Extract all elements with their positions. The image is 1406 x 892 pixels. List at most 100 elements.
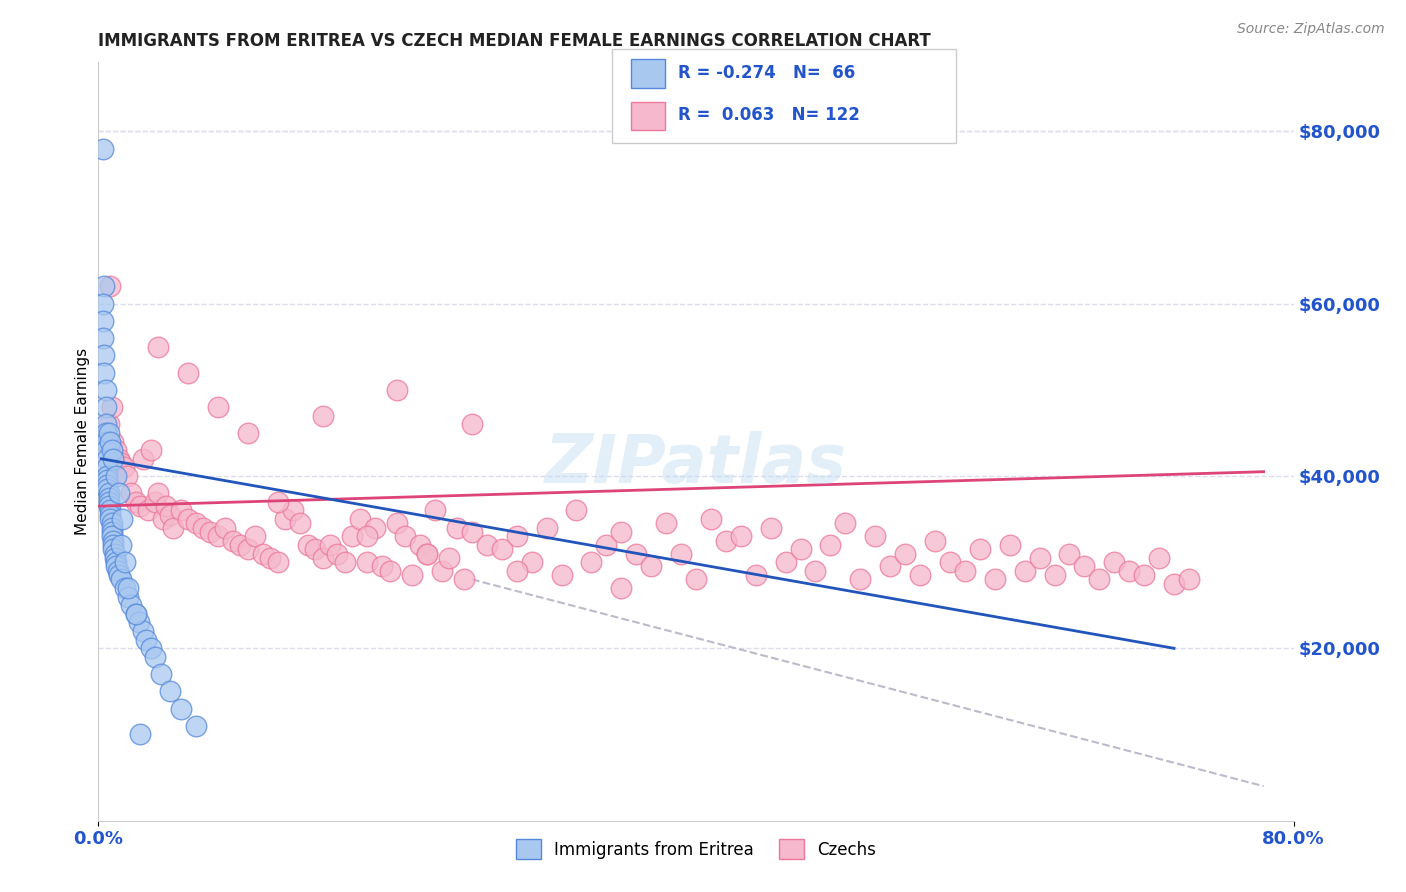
Point — [200, 524, 222, 539]
Point — [408, 538, 430, 552]
Point — [520, 555, 543, 569]
Point — [97, 499, 120, 513]
Point — [356, 555, 378, 569]
Point — [105, 559, 128, 574]
Point — [103, 434, 125, 449]
Point — [236, 542, 259, 557]
Point — [97, 495, 120, 509]
Point — [98, 512, 122, 526]
Point — [430, 564, 453, 578]
Point — [416, 547, 439, 561]
Point — [104, 550, 127, 565]
Point — [125, 495, 148, 509]
Point — [1073, 559, 1095, 574]
Text: Source: ZipAtlas.com: Source: ZipAtlas.com — [1237, 22, 1385, 37]
Point — [111, 512, 134, 526]
Point — [222, 533, 245, 548]
Point — [595, 538, 617, 552]
Point — [139, 443, 162, 458]
Point — [98, 434, 122, 449]
Point — [110, 456, 132, 470]
Point — [105, 443, 128, 458]
Point — [506, 529, 529, 543]
Point — [446, 521, 468, 535]
Point — [865, 529, 887, 543]
Point — [1028, 550, 1050, 565]
Point — [108, 568, 131, 582]
Point — [311, 550, 333, 565]
Point — [94, 425, 117, 440]
Point — [96, 477, 118, 491]
Point — [730, 529, 752, 543]
Point — [274, 512, 297, 526]
Point — [1118, 564, 1140, 578]
Point — [108, 486, 131, 500]
Point — [439, 550, 461, 565]
Point — [700, 512, 723, 526]
Point — [804, 564, 827, 578]
Point — [143, 649, 166, 664]
Point — [969, 542, 991, 557]
Point — [581, 555, 603, 569]
Point — [610, 524, 633, 539]
Point — [93, 348, 115, 362]
Point — [96, 460, 118, 475]
Point — [333, 555, 356, 569]
Point — [94, 434, 117, 449]
Point — [245, 529, 267, 543]
Point — [101, 516, 124, 531]
Point — [101, 521, 124, 535]
Point — [461, 417, 484, 432]
Point — [184, 719, 207, 733]
Point — [610, 581, 633, 595]
Point — [565, 503, 588, 517]
Point — [96, 473, 118, 487]
Text: ZIPatlas: ZIPatlas — [546, 432, 846, 497]
Point — [394, 529, 416, 543]
Point — [207, 400, 229, 414]
Point — [129, 727, 152, 741]
Point — [159, 684, 181, 698]
Point — [789, 542, 811, 557]
Point — [297, 538, 319, 552]
Point — [91, 142, 114, 156]
Point — [984, 573, 1007, 587]
Point — [236, 425, 259, 440]
Point — [91, 314, 114, 328]
Point — [120, 486, 142, 500]
Point — [311, 409, 333, 423]
Point — [128, 615, 150, 630]
Point — [101, 400, 124, 414]
Point — [104, 547, 127, 561]
Point — [105, 469, 128, 483]
Text: IMMIGRANTS FROM ERITREA VS CZECH MEDIAN FEMALE EARNINGS CORRELATION CHART: IMMIGRANTS FROM ERITREA VS CZECH MEDIAN … — [98, 32, 931, 50]
Point — [120, 599, 142, 613]
Point — [169, 503, 191, 517]
Point — [626, 547, 648, 561]
Point — [1147, 550, 1170, 565]
Point — [655, 516, 678, 531]
Point — [94, 434, 117, 449]
Point — [94, 417, 117, 432]
Point — [125, 607, 148, 621]
Point — [115, 469, 138, 483]
Point — [1133, 568, 1156, 582]
Point — [1163, 576, 1185, 591]
Point — [101, 443, 124, 458]
Point — [1043, 568, 1066, 582]
Point — [97, 491, 120, 505]
Point — [550, 568, 572, 582]
Point — [356, 529, 378, 543]
Point — [96, 482, 118, 496]
Point — [177, 512, 200, 526]
Point — [423, 503, 446, 517]
Point — [125, 607, 148, 621]
Point — [169, 701, 191, 715]
Point — [879, 559, 901, 574]
Point — [94, 443, 117, 458]
Point — [326, 547, 349, 561]
Point — [177, 366, 200, 380]
Point — [281, 503, 304, 517]
Point — [1088, 573, 1111, 587]
Point — [304, 542, 326, 557]
